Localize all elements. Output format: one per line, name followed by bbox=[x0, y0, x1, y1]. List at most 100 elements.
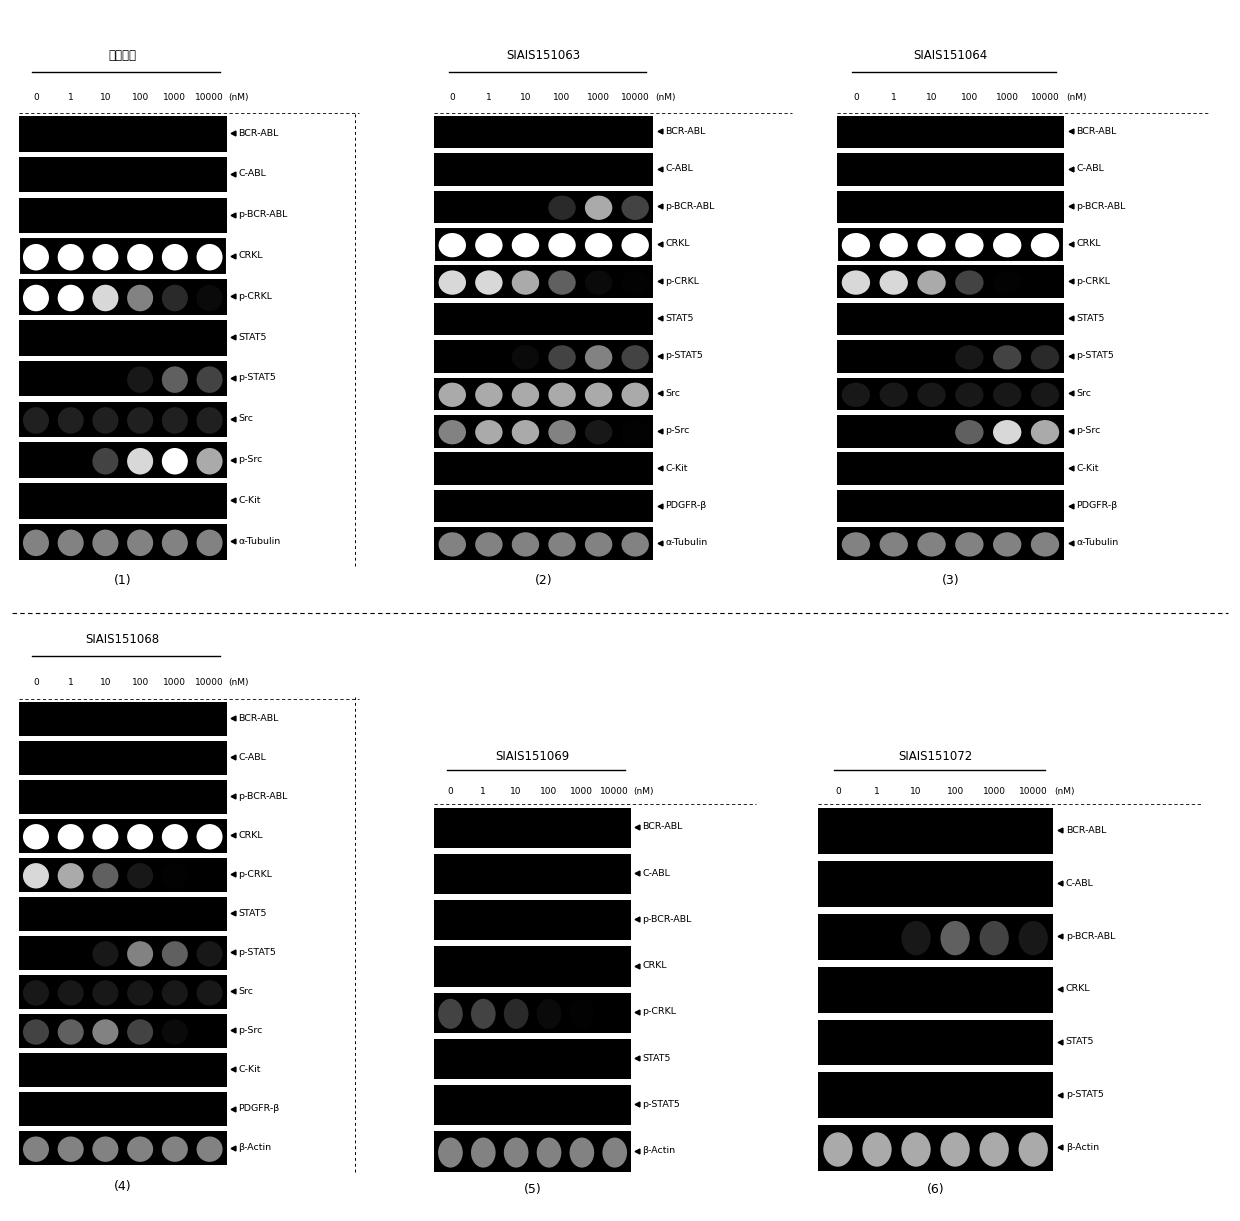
Text: STAT5: STAT5 bbox=[642, 1054, 671, 1062]
Text: p-Src: p-Src bbox=[666, 426, 689, 435]
Text: p-BCR-ABL: p-BCR-ABL bbox=[1076, 201, 1126, 211]
Ellipse shape bbox=[537, 999, 562, 1029]
Ellipse shape bbox=[161, 530, 188, 556]
Text: p-Src: p-Src bbox=[238, 455, 263, 464]
Bar bbox=[434, 153, 653, 186]
Bar bbox=[818, 1020, 1053, 1066]
Text: SIAIS151069: SIAIS151069 bbox=[496, 751, 569, 763]
Ellipse shape bbox=[196, 941, 223, 967]
Ellipse shape bbox=[126, 407, 153, 433]
Bar bbox=[19, 320, 227, 355]
Text: 0: 0 bbox=[33, 678, 38, 687]
Text: 100: 100 bbox=[131, 678, 149, 687]
Bar bbox=[19, 897, 227, 930]
Text: p-Src: p-Src bbox=[238, 1026, 263, 1035]
Bar bbox=[434, 1132, 631, 1171]
Ellipse shape bbox=[548, 420, 575, 444]
Ellipse shape bbox=[196, 407, 223, 433]
Text: PDGFR-β: PDGFR-β bbox=[1076, 501, 1117, 510]
Ellipse shape bbox=[621, 382, 649, 407]
Ellipse shape bbox=[993, 532, 1022, 557]
Bar bbox=[434, 227, 653, 261]
Bar bbox=[19, 937, 227, 969]
Text: 10: 10 bbox=[520, 93, 531, 103]
Text: C-ABL: C-ABL bbox=[238, 752, 267, 762]
Ellipse shape bbox=[24, 407, 50, 433]
Text: PDGFR-β: PDGFR-β bbox=[238, 1104, 280, 1114]
Text: 10000: 10000 bbox=[195, 678, 224, 687]
Ellipse shape bbox=[126, 1020, 153, 1045]
Ellipse shape bbox=[879, 270, 908, 294]
Text: α-Tubulin: α-Tubulin bbox=[1076, 538, 1118, 547]
Text: p-CRKL: p-CRKL bbox=[238, 292, 273, 300]
Ellipse shape bbox=[92, 244, 118, 271]
Text: (nM): (nM) bbox=[1066, 93, 1086, 103]
Ellipse shape bbox=[126, 530, 153, 556]
Ellipse shape bbox=[955, 382, 983, 407]
Ellipse shape bbox=[126, 941, 153, 967]
Ellipse shape bbox=[161, 980, 188, 1006]
Ellipse shape bbox=[92, 980, 118, 1006]
Text: p-Src: p-Src bbox=[1076, 426, 1101, 435]
Bar bbox=[818, 967, 1053, 1012]
Bar bbox=[19, 280, 227, 315]
Text: 100: 100 bbox=[961, 93, 978, 103]
Ellipse shape bbox=[438, 1138, 463, 1167]
Text: 10000: 10000 bbox=[1019, 786, 1048, 796]
Bar bbox=[837, 453, 1064, 485]
Ellipse shape bbox=[161, 244, 188, 271]
Ellipse shape bbox=[161, 863, 188, 889]
Ellipse shape bbox=[548, 382, 575, 407]
Ellipse shape bbox=[585, 420, 613, 444]
Text: C-ABL: C-ABL bbox=[1076, 165, 1105, 173]
Ellipse shape bbox=[503, 999, 528, 1029]
Text: CRKL: CRKL bbox=[1076, 239, 1101, 248]
Ellipse shape bbox=[879, 233, 908, 258]
Text: (2): (2) bbox=[534, 574, 553, 587]
Text: 1: 1 bbox=[480, 786, 486, 796]
Text: (6): (6) bbox=[926, 1183, 945, 1195]
Bar bbox=[434, 490, 653, 523]
Ellipse shape bbox=[57, 1137, 83, 1162]
Bar bbox=[837, 377, 1064, 410]
Ellipse shape bbox=[126, 863, 153, 889]
Ellipse shape bbox=[512, 382, 539, 407]
Ellipse shape bbox=[438, 999, 463, 1029]
Text: β-Actin: β-Actin bbox=[642, 1147, 675, 1155]
Text: 10000: 10000 bbox=[600, 786, 629, 796]
Ellipse shape bbox=[980, 1132, 1009, 1167]
Ellipse shape bbox=[57, 980, 83, 1006]
Ellipse shape bbox=[475, 233, 502, 258]
Text: CRKL: CRKL bbox=[1065, 984, 1090, 994]
Ellipse shape bbox=[512, 233, 539, 258]
Ellipse shape bbox=[955, 346, 983, 370]
Ellipse shape bbox=[439, 233, 466, 258]
Bar bbox=[19, 976, 227, 1009]
Ellipse shape bbox=[842, 532, 870, 557]
Ellipse shape bbox=[24, 1020, 50, 1045]
Bar bbox=[19, 484, 227, 519]
Text: (nM): (nM) bbox=[228, 93, 249, 103]
Ellipse shape bbox=[57, 530, 83, 556]
Text: 0: 0 bbox=[853, 93, 859, 103]
Bar bbox=[837, 303, 1064, 336]
Bar bbox=[19, 442, 227, 477]
Ellipse shape bbox=[918, 233, 946, 258]
Bar bbox=[434, 900, 631, 940]
Ellipse shape bbox=[955, 420, 983, 444]
Ellipse shape bbox=[879, 532, 908, 557]
Ellipse shape bbox=[475, 420, 502, 444]
Text: p-BCR-ABL: p-BCR-ABL bbox=[1065, 932, 1115, 940]
Text: STAT5: STAT5 bbox=[1065, 1037, 1094, 1046]
Ellipse shape bbox=[585, 346, 613, 370]
Text: p-BCR-ABL: p-BCR-ABL bbox=[666, 201, 715, 211]
Ellipse shape bbox=[1030, 346, 1059, 370]
Ellipse shape bbox=[161, 941, 188, 967]
Ellipse shape bbox=[24, 824, 50, 850]
Ellipse shape bbox=[126, 284, 153, 311]
Text: p-BCR-ABL: p-BCR-ABL bbox=[238, 791, 288, 801]
Ellipse shape bbox=[24, 1137, 50, 1162]
Bar bbox=[434, 415, 653, 448]
Text: C-ABL: C-ABL bbox=[1065, 879, 1094, 888]
Bar bbox=[434, 946, 631, 987]
